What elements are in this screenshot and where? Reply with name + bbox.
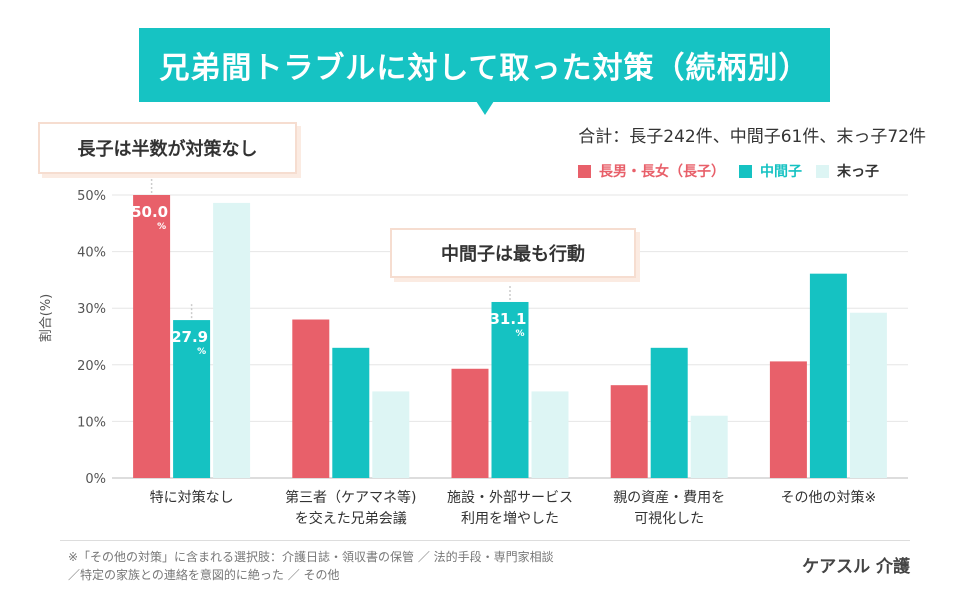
- bar-chart: 0% 10% 20% 30% 40% 50% 割合(%) 特に対策なし 第三者（ケアマネ等) を交…: [38, 179, 908, 527]
- legend-item-youngest: 末っ子: [816, 161, 879, 181]
- legend-swatch-youngest: [816, 164, 829, 178]
- bar: [769, 361, 807, 478]
- x-tick-label: 施設・外部サービス: [447, 490, 573, 506]
- bar: [173, 320, 211, 478]
- footnote-line-2: ／特定の家族との連絡を意図的に絶った ／ その他: [68, 568, 340, 582]
- bar: [650, 347, 688, 478]
- bar: [292, 319, 330, 478]
- y-tick-label: 10%: [77, 415, 106, 430]
- bar: [213, 202, 251, 478]
- footnote-line-1: ※「その他の対策」に含まれる選択肢：介護日誌・領収書の保管 ／ 法的手段・専門家…: [68, 550, 554, 564]
- footer-divider: [60, 540, 910, 541]
- chart-title: 兄弟間トラブルに対して取った対策（続柄別）: [139, 28, 830, 102]
- x-tick-label: 第三者（ケアマネ等): [285, 489, 416, 506]
- bar: [372, 391, 410, 478]
- bar: [809, 273, 847, 478]
- x-tick-label: 可視化した: [634, 511, 704, 527]
- legend-item-eldest: 長男・長女（長子）: [578, 161, 725, 181]
- bar: [531, 391, 569, 478]
- bar: [849, 312, 887, 478]
- bar: [610, 385, 648, 478]
- y-tick-label: 30%: [77, 302, 106, 317]
- y-tick-label: 40%: [77, 246, 106, 261]
- brand-logo-text: ケアスル 介護: [802, 557, 910, 577]
- legend-swatch-eldest: [578, 164, 591, 178]
- total-count-note: 合計：長子242件、中間子61件、末っ子72件: [578, 127, 926, 147]
- y-tick-label: 0%: [85, 472, 106, 487]
- x-tick-label: 親の資産・費用を: [613, 490, 725, 506]
- callout-eldest: 長子は半数が対策なし: [38, 122, 297, 174]
- legend-label-middle: 中間子: [760, 164, 802, 180]
- data-label-unit: %: [197, 347, 206, 357]
- x-tick-label: を交えた兄弟会議: [295, 510, 407, 527]
- title-pointer: [476, 101, 494, 115]
- y-tick-label: 50%: [77, 189, 106, 204]
- data-label: 31.1: [489, 310, 526, 328]
- bar: [332, 347, 370, 478]
- y-axis-label: 割合(%): [38, 294, 54, 343]
- callout-middle: 中間子は最も行動: [390, 228, 636, 278]
- bar: [451, 368, 489, 478]
- data-label-unit: %: [157, 222, 166, 232]
- data-label: 50.0: [131, 203, 168, 221]
- bar: [491, 301, 529, 478]
- legend-item-middle: 中間子: [739, 161, 802, 181]
- footnote: ※「その他の対策」に含まれる選択肢：介護日誌・領収書の保管 ／ 法的手段・専門家…: [68, 548, 554, 584]
- y-tick-label: 20%: [77, 359, 106, 374]
- x-tick-label: その他の対策※: [781, 489, 877, 506]
- x-tick-label: 特に対策なし: [150, 489, 234, 506]
- legend: 長男・長女（長子） 中間子 末っ子: [578, 158, 879, 184]
- data-label-unit: %: [515, 329, 524, 339]
- bar: [133, 195, 171, 478]
- legend-label-youngest: 末っ子: [837, 164, 879, 180]
- x-tick-label: 利用を増やした: [461, 511, 559, 527]
- bar: [690, 415, 728, 478]
- data-label: 27.9: [171, 328, 208, 346]
- legend-swatch-middle: [739, 164, 752, 178]
- legend-label-eldest: 長男・長女（長子）: [599, 164, 725, 180]
